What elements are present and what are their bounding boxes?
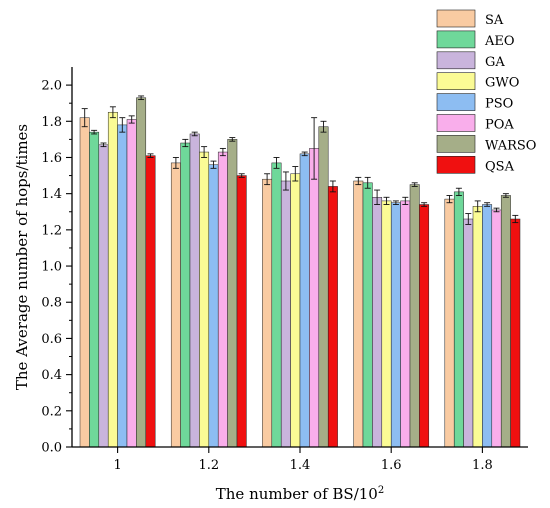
- bar-aeo-1.6: [362, 182, 373, 448]
- bar-sa-1.8: [444, 198, 455, 448]
- bar-poa-1.2: [217, 151, 228, 448]
- bar-aeo-1.4: [271, 162, 282, 448]
- y-tick-label: 0.2: [41, 404, 62, 419]
- bar-warso-1.6: [409, 184, 420, 448]
- legend-swatch-sa: [436, 9, 476, 28]
- legend-label-gwo: GWO: [485, 76, 519, 91]
- bar-pso-1.4: [299, 153, 310, 448]
- legend-label-qsa: QSA: [485, 159, 515, 174]
- legend-swatch-ga: [436, 51, 476, 70]
- bar-pso-1.8: [482, 204, 493, 448]
- bar-qsa-1.4: [327, 186, 338, 448]
- bar-aeo-1.2: [180, 142, 191, 448]
- y-tick-label: 2.0: [41, 79, 62, 94]
- bar-qsa-1.8: [510, 218, 521, 448]
- y-tick-label: 0.6: [41, 332, 62, 347]
- legend: SA AEO GA GWO PSO POA WARSO QSA: [436, 9, 536, 174]
- legend-swatch-pso: [436, 93, 476, 111]
- bar-sa-1.4: [262, 178, 273, 448]
- bar-gwo-1.4: [290, 173, 301, 448]
- y-tick-label: 1.8: [41, 115, 62, 130]
- bar-pso-1: [117, 124, 128, 448]
- bar-ga-1.4: [280, 180, 291, 448]
- legend-label-poa: POA: [485, 118, 514, 133]
- bar-ga-1.8: [463, 218, 474, 448]
- y-tick-label: 0.0: [41, 441, 62, 456]
- legend-swatch-qsa: [436, 156, 476, 174]
- bar-warso-1.8: [500, 195, 511, 448]
- bar-qsa-1: [145, 155, 156, 448]
- legend-label-sa: SA: [485, 13, 504, 28]
- bar-ga-1.2: [189, 133, 200, 448]
- bar-poa-1: [126, 119, 137, 448]
- x-tick-label: 1: [113, 458, 121, 473]
- y-tick-label: 1.2: [41, 223, 62, 238]
- legend-label-warso: WARSO: [485, 138, 536, 153]
- x-axis-title: The number of BS/102: [216, 485, 384, 503]
- y-axis-title: The Average number of hops/times: [13, 124, 31, 390]
- bar-pso-1.6: [390, 202, 401, 448]
- bar-gwo-1.6: [381, 200, 392, 448]
- bar-sa-1.6: [353, 180, 364, 448]
- bar-warso-1.2: [227, 139, 238, 448]
- x-tick-label: 1.6: [381, 458, 402, 473]
- bar-sa-1.2: [170, 162, 181, 448]
- legend-label-aeo: AEO: [484, 34, 515, 49]
- bar-aeo-1.8: [453, 191, 464, 448]
- legend-label-pso: PSO: [485, 97, 513, 112]
- axes-group: 0.0 0.2 0.4 0.6 0.8 1.0 1.2 1.4 1.6 1.8 2.0 1 1.2 1.4…: [41, 67, 528, 473]
- legend-label-ga: GA: [485, 55, 505, 70]
- bar-warso-1: [136, 97, 147, 448]
- legend-swatch-aeo: [436, 30, 476, 49]
- x-tick-label: 1.8: [472, 458, 493, 473]
- bar-gwo-1: [107, 111, 118, 448]
- x-tick-label: 1.2: [198, 458, 219, 473]
- legend-swatch-poa: [436, 114, 476, 132]
- bar-gwo-1.8: [472, 206, 483, 448]
- bar-gwo-1.2: [199, 151, 210, 448]
- bar-warso-1.4: [318, 126, 329, 448]
- legend-swatch-warso: [436, 135, 476, 153]
- y-tick-label: 1.4: [41, 187, 62, 202]
- bar-poa-1.8: [491, 209, 502, 448]
- x-tick-label: 1.4: [290, 458, 311, 473]
- bar-ga-1.6: [372, 197, 383, 448]
- bar-poa-1.4: [309, 148, 320, 448]
- bar-pso-1.2: [208, 164, 219, 448]
- bar-aeo-1: [89, 131, 100, 448]
- bar-sa-1: [79, 117, 90, 448]
- y-tick-label: 1.6: [41, 151, 62, 166]
- bar-ga-1: [98, 144, 109, 448]
- y-tick-label: 1.0: [41, 260, 62, 275]
- y-tick-label: 0.4: [41, 368, 62, 383]
- legend-swatch-gwo: [436, 72, 476, 90]
- bars-group: [79, 95, 521, 448]
- y-tick-label: 0.8: [41, 296, 62, 311]
- bar-poa-1.6: [400, 200, 411, 448]
- bar-qsa-1.6: [419, 204, 430, 448]
- bar-qsa-1.2: [236, 175, 247, 448]
